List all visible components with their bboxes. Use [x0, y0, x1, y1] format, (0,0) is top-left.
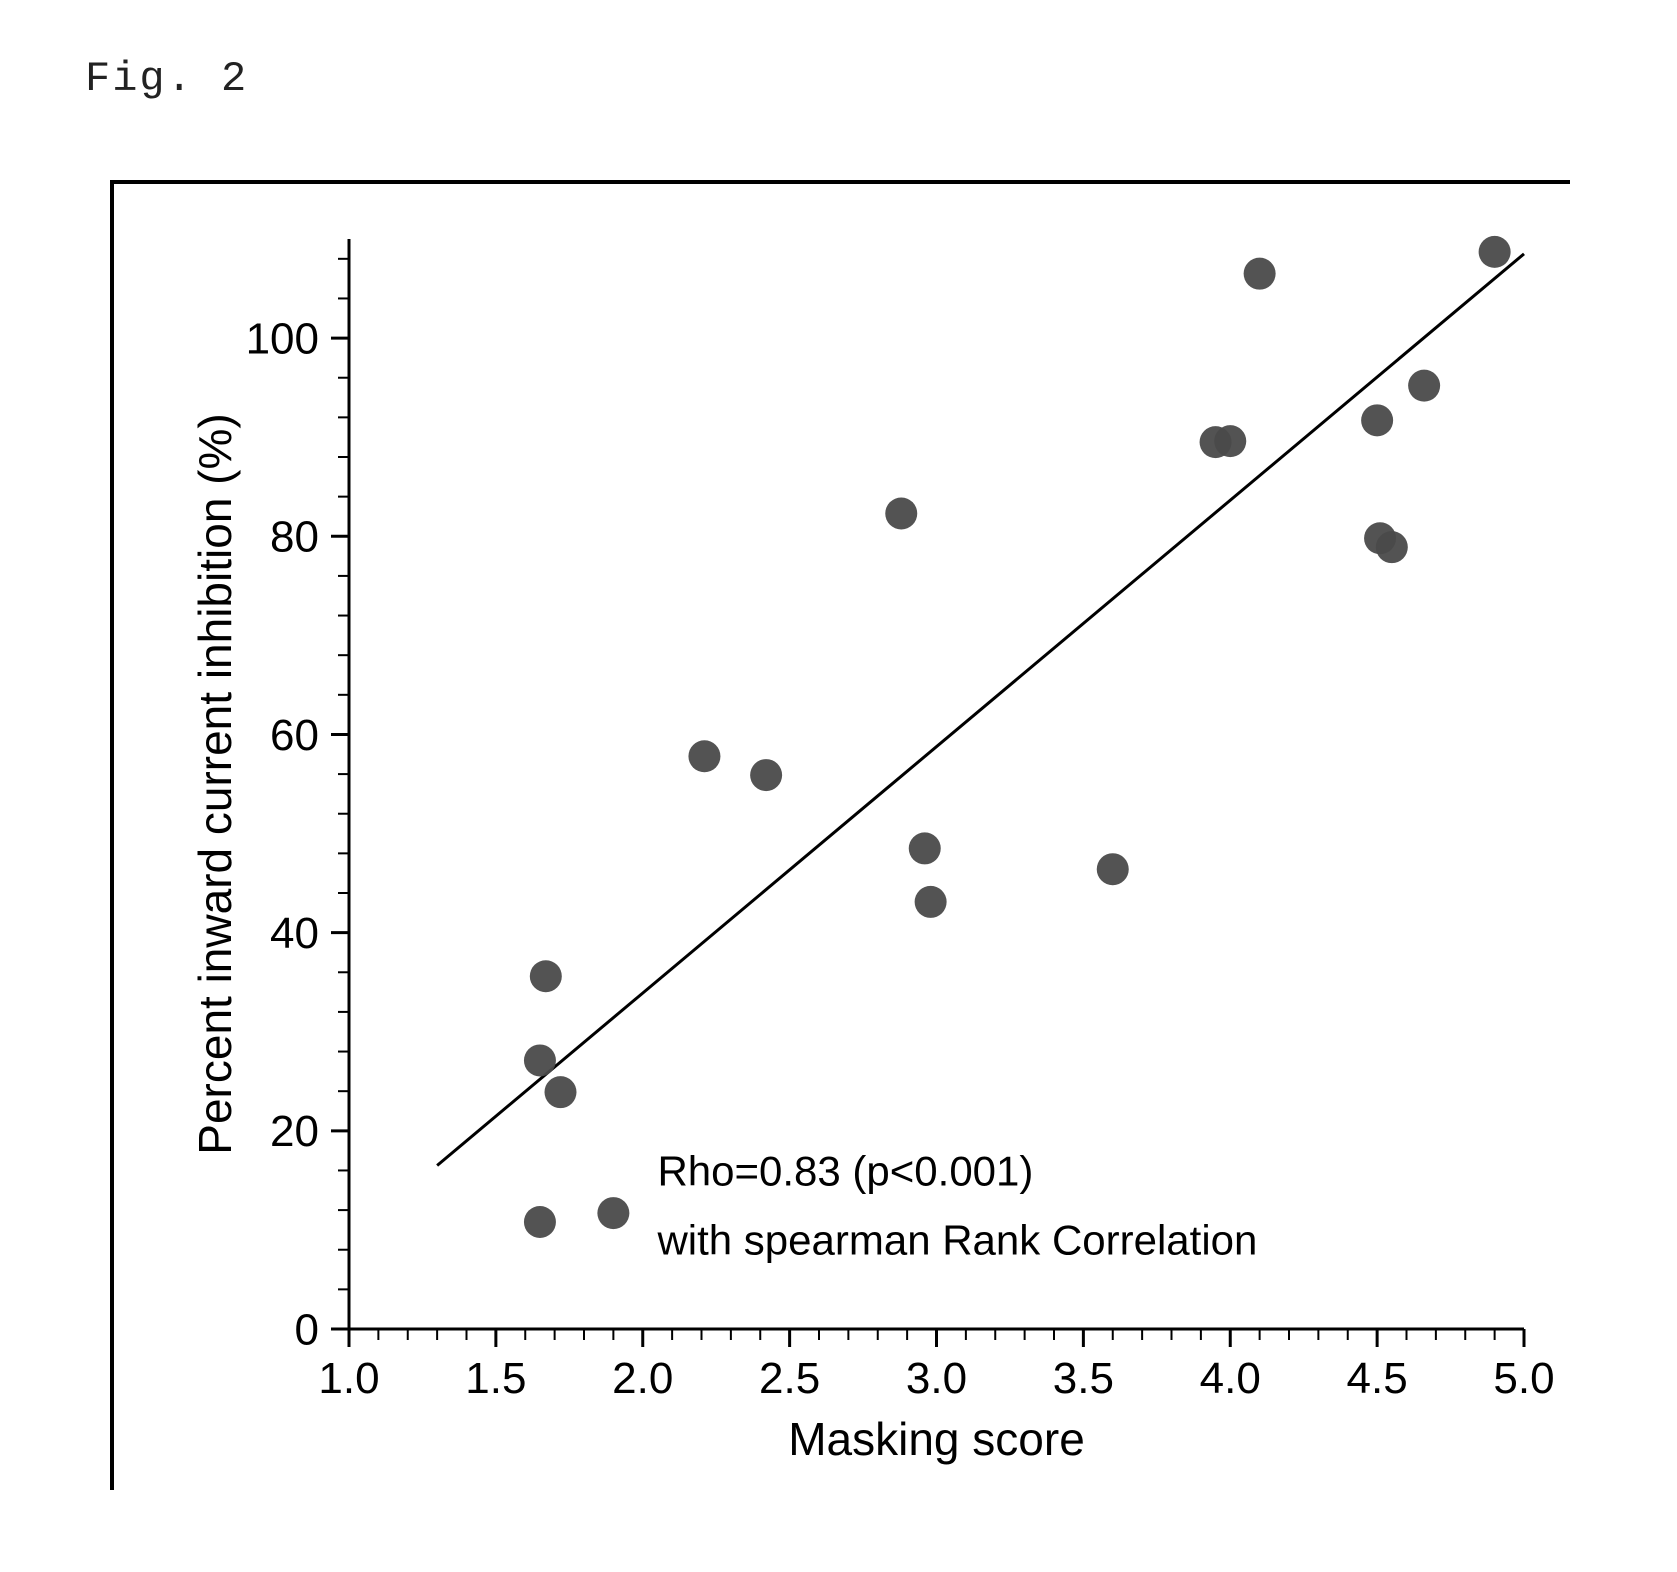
- annotation-line1: Rho=0.83 (p<0.001): [657, 1147, 1033, 1194]
- x-tick-label: 1.0: [318, 1354, 379, 1403]
- x-tick-label: 1.5: [465, 1354, 526, 1403]
- x-tick-label: 4.5: [1347, 1354, 1408, 1403]
- data-point: [524, 1044, 556, 1076]
- figure-caption: Fig. 2: [85, 55, 248, 103]
- annotation-line2: with spearman Rank Correlation: [656, 1217, 1257, 1264]
- data-point: [750, 759, 782, 791]
- data-point: [1097, 853, 1129, 885]
- data-point: [1376, 531, 1408, 563]
- page-root: Fig. 2 1.0 1.5 2.0 2.5 3.0 3.5 4.0 4.5 5.0 0 20 40 6…: [0, 0, 1677, 1572]
- y-tick-label: 80: [270, 513, 319, 562]
- data-point: [545, 1076, 577, 1108]
- y-tick-label: 0: [295, 1305, 319, 1354]
- x-tick-label: 3.5: [1053, 1354, 1114, 1403]
- regression-line: [437, 254, 1524, 1166]
- x-tick-label: 2.0: [612, 1354, 673, 1403]
- data-point: [1479, 236, 1511, 268]
- y-tick-label: 20: [270, 1107, 319, 1156]
- y-tick-label: 60: [270, 711, 319, 760]
- data-point: [597, 1197, 629, 1229]
- x-tick-label: 2.5: [759, 1354, 820, 1403]
- data-point: [1244, 258, 1276, 290]
- data-point: [1408, 370, 1440, 402]
- x-tick-label: 4.0: [1200, 1354, 1261, 1403]
- chart-outer-frame: 1.0 1.5 2.0 2.5 3.0 3.5 4.0 4.5 5.0 0 20 40 60 80 100 M…: [110, 180, 1570, 1490]
- y-tick-label: 40: [270, 909, 319, 958]
- data-point: [688, 740, 720, 772]
- data-point: [1214, 425, 1246, 457]
- data-point: [909, 832, 941, 864]
- x-tick-label: 3.0: [906, 1354, 967, 1403]
- y-axis-label: Percent inward current inhibition (%): [189, 413, 241, 1154]
- data-point: [1361, 404, 1393, 436]
- x-axis-label: Masking score: [788, 1413, 1085, 1465]
- y-tick-label: 100: [246, 314, 319, 363]
- x-tick-label: 5.0: [1493, 1354, 1554, 1403]
- data-point: [885, 497, 917, 529]
- data-point: [524, 1206, 556, 1238]
- data-point: [530, 960, 562, 992]
- data-point: [915, 886, 947, 918]
- scatter-chart: 1.0 1.5 2.0 2.5 3.0 3.5 4.0 4.5 5.0 0 20 40 60 80 100 M…: [114, 184, 1574, 1494]
